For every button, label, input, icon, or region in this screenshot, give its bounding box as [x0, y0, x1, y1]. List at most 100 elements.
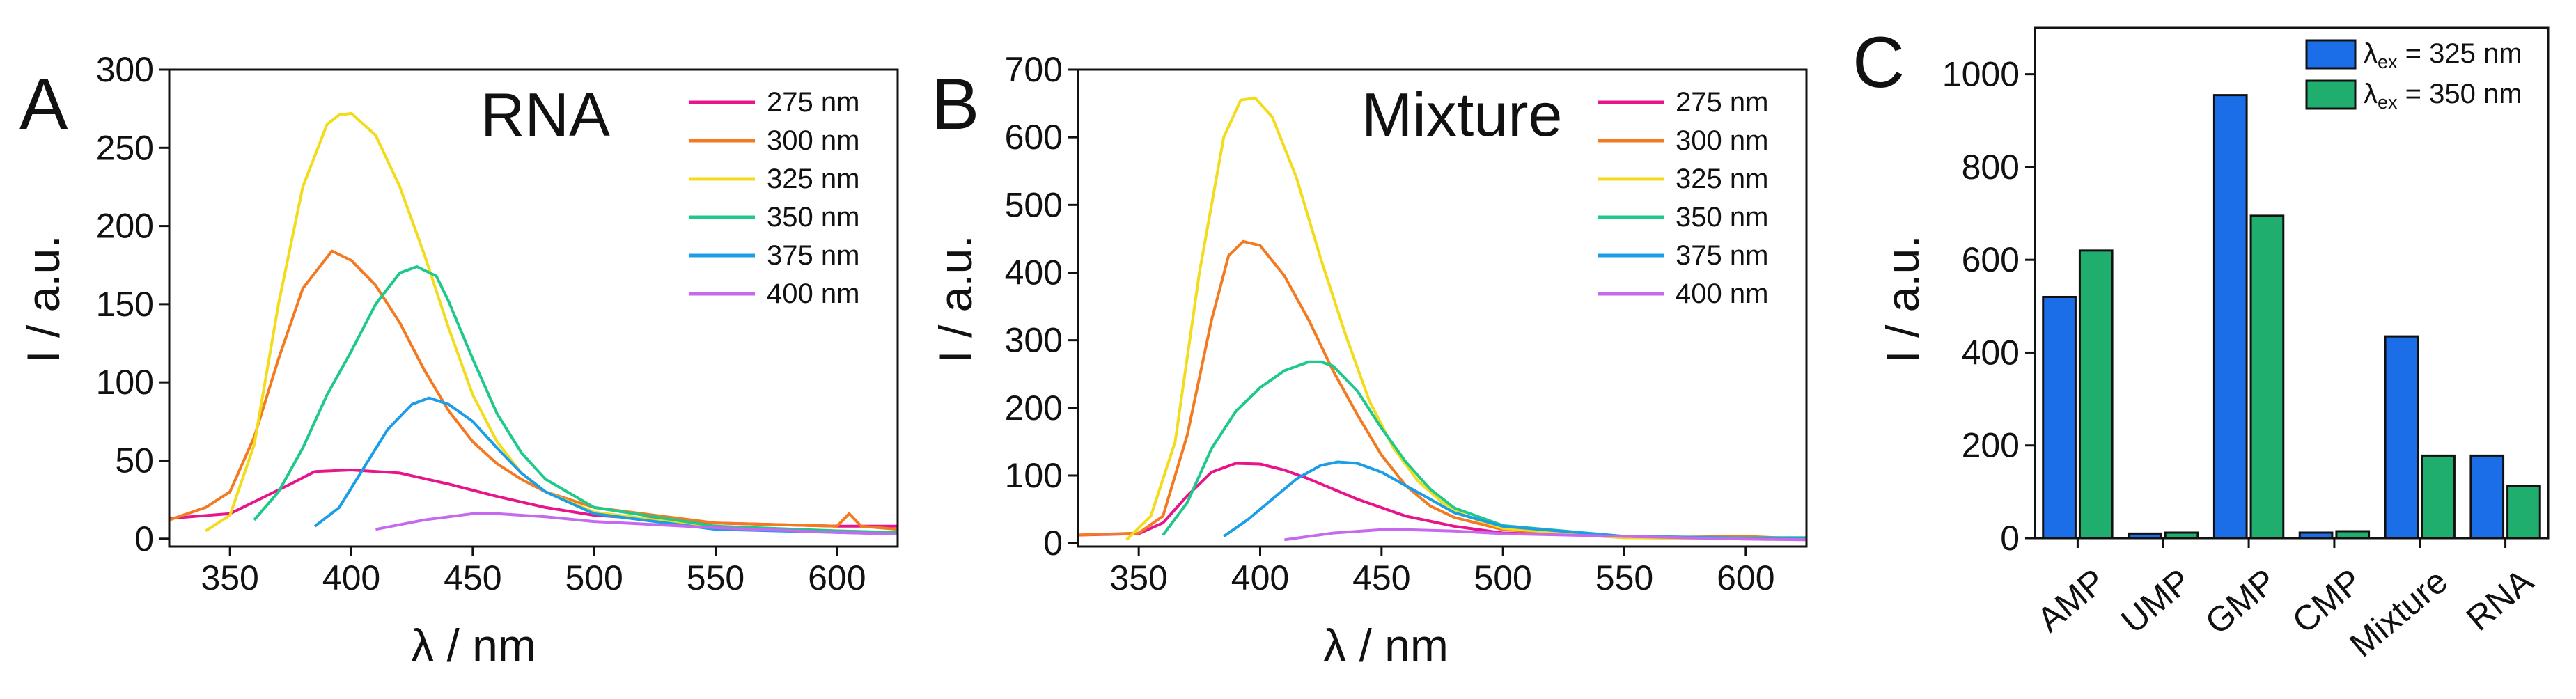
- legend-label: 350 nm: [1676, 202, 1768, 233]
- x-tick-label: 450: [444, 558, 501, 597]
- panel-b-inset-title: Mixture: [1361, 80, 1563, 149]
- y-tick-label: 200: [1005, 388, 1063, 427]
- y-tick-label: 800: [1962, 148, 2020, 187]
- series-line-375-nm: [313, 396, 898, 535]
- y-tick-label: 500: [1005, 185, 1063, 224]
- panel-b: B Mixture I / a.u. λ / nm 350 400 450 500 55…: [930, 50, 1808, 671]
- y-tick-label: 300: [96, 50, 154, 89]
- panel-a-inset-title: RNA: [481, 80, 610, 149]
- x-tick-label: 450: [1352, 558, 1410, 597]
- y-tick-label: 0: [134, 519, 154, 558]
- panel-a-plot-frame: [168, 68, 899, 548]
- series-line-325-nm: [1125, 96, 1807, 542]
- series-line-350-nm: [253, 265, 898, 534]
- panel-a-ticks: 350 400 450 500 550 600 0 50 100 150 200 250 300: [96, 50, 866, 597]
- legend-label: 325 nm: [1676, 164, 1768, 194]
- bar-amp-350: [2078, 249, 2114, 540]
- series-line-300-nm: [1077, 239, 1807, 541]
- series-line-275-nm: [169, 469, 898, 528]
- bar-gmp-350: [2249, 214, 2285, 540]
- bar-gmp-325: [2212, 94, 2248, 540]
- y-tick-label: 150: [96, 285, 154, 324]
- series-line-400-nm: [1284, 528, 1807, 542]
- legend-label: 300 nm: [1676, 125, 1768, 156]
- legend-swatch: [2305, 39, 2357, 70]
- legend-label: 325 nm: [767, 164, 859, 194]
- panel-b-letter: B: [931, 64, 979, 145]
- y-tick-label: 600: [1005, 118, 1063, 157]
- y-tick-label: 100: [96, 363, 154, 402]
- x-tick-label: 400: [322, 558, 380, 597]
- panel-a-y-axis-label: I / a.u.: [17, 235, 69, 363]
- y-tick-label: 250: [96, 128, 154, 167]
- legend-label: 375 nm: [767, 240, 859, 271]
- panel-b-plot-frame: [1077, 68, 1808, 548]
- x-tick-label: 350: [1109, 558, 1167, 597]
- legend-label: 350 nm: [767, 202, 859, 233]
- x-tick-label: 550: [687, 558, 744, 597]
- series-line-300-nm: [169, 249, 898, 531]
- x-tick-label: 500: [1474, 558, 1531, 597]
- legend-label: 400 nm: [1676, 278, 1768, 309]
- panel-b-x-axis-label: λ / nm: [1323, 620, 1449, 671]
- legend-swatch: [2305, 79, 2357, 110]
- y-tick-label: 300: [1005, 321, 1063, 360]
- bar-rna-350: [2506, 485, 2541, 540]
- legend-subscript: ex: [2378, 52, 2398, 72]
- panel-b-legend: 275 nm 300 nm 325 nm 350 nm 375 nm 400 nm: [1598, 87, 1768, 309]
- y-tick-label: 400: [1005, 253, 1063, 292]
- panel-c-plot-frame: [2034, 26, 2550, 540]
- bar-mixture-350: [2421, 454, 2456, 540]
- panel-b-ticks: 350 400 450 500 550 600 0 100 200 300 400 500 600 700: [1005, 50, 1775, 597]
- x-tick-label: 600: [808, 558, 866, 597]
- legend-label: 375 nm: [1676, 240, 1768, 271]
- bar-mixture-325: [2384, 335, 2419, 540]
- legend-value: = 350 nm: [2398, 79, 2522, 109]
- y-tick-label: 100: [1005, 456, 1063, 495]
- x-tick-label: 400: [1231, 558, 1289, 597]
- x-tick-label: 350: [201, 558, 258, 597]
- legend-subscript: ex: [2378, 92, 2398, 113]
- series-line-400-nm: [375, 512, 898, 535]
- category-label: RNA: [2459, 561, 2540, 638]
- legend-lambda: λ: [2364, 79, 2378, 109]
- panel-b-y-axis-label: I / a.u.: [930, 235, 981, 363]
- panel-c-letter: C: [1852, 22, 1905, 103]
- panel-c-bars: [2042, 94, 2541, 540]
- category-label: AMP: [2030, 561, 2113, 640]
- panel-a: A RNA I / a.u. λ / nm 350 400 450 500 550 600…: [17, 50, 899, 671]
- legend-value: = 325 nm: [2398, 38, 2522, 69]
- y-tick-label: 600: [1962, 240, 2020, 279]
- panel-a-x-axis-label: λ / nm: [411, 620, 536, 671]
- y-tick-label: 50: [115, 441, 154, 480]
- y-tick-label: 700: [1005, 50, 1063, 89]
- y-tick-label: 200: [96, 207, 154, 246]
- legend-label: λex = 350 nm: [2364, 79, 2522, 113]
- panel-a-series: [169, 111, 898, 535]
- x-tick-label: 600: [1717, 558, 1774, 597]
- y-tick-label: 200: [1962, 426, 2020, 465]
- y-tick-label: 0: [1043, 524, 1063, 563]
- legend-lambda: λ: [2364, 38, 2378, 69]
- panel-b-series: [1077, 96, 1807, 542]
- legend-label: 275 nm: [1676, 87, 1768, 118]
- y-tick-label: 0: [2000, 519, 2020, 558]
- category-label: UMP: [2114, 561, 2198, 641]
- category-label: Mixture: [2342, 561, 2455, 664]
- panel-a-legend: 275 nm 300 nm 325 nm 350 nm 375 nm 400 nm: [689, 87, 859, 309]
- bar-rna-325: [2469, 454, 2505, 540]
- y-tick-label: 1000: [1942, 55, 2020, 94]
- y-tick-label: 400: [1962, 333, 2020, 372]
- legend-label: 275 nm: [767, 87, 859, 118]
- legend-label: λex = 325 nm: [2364, 38, 2522, 72]
- x-tick-label: 550: [1595, 558, 1653, 597]
- category-label: GMP: [2198, 561, 2284, 642]
- series-line-375-nm: [1223, 460, 1807, 541]
- x-tick-label: 500: [565, 558, 623, 597]
- bar-amp-325: [2042, 295, 2077, 540]
- panel-a-letter: A: [19, 64, 68, 145]
- legend-label: 300 nm: [767, 125, 859, 156]
